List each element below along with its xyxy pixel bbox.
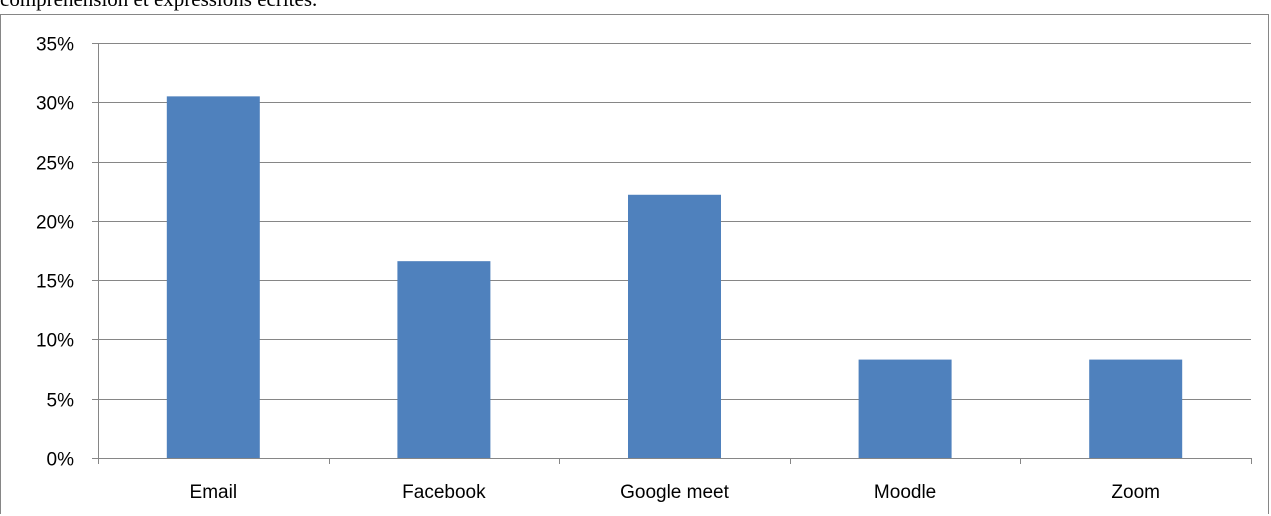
bar-facebook bbox=[397, 261, 491, 458]
chart-caption: compréhension et expressions écrites. bbox=[0, 0, 1271, 17]
y-tick-label-6: 30% bbox=[36, 94, 74, 115]
x-tick-label-2: Google meet bbox=[620, 482, 730, 503]
bar-zoom bbox=[1089, 359, 1183, 458]
y-tick-label-1: 5% bbox=[47, 391, 75, 412]
x-tick-label-0: Email bbox=[190, 482, 238, 503]
x-tick-label-1: Facebook bbox=[402, 482, 486, 503]
x-axis-tick-labels: Email Facebook Google meet Moodle Zoom bbox=[190, 482, 1160, 503]
chart-frame bbox=[0, 14, 1269, 514]
y-tick-label-3: 15% bbox=[36, 272, 74, 293]
bars bbox=[166, 96, 1183, 458]
bar-moodle bbox=[858, 359, 952, 458]
y-tick-label-0: 0% bbox=[47, 450, 75, 471]
gridlines bbox=[98, 43, 1251, 400]
bar-google-meet bbox=[628, 194, 721, 458]
y-tick-label-7: 35% bbox=[36, 35, 74, 56]
y-tick-label-4: 20% bbox=[36, 213, 74, 234]
x-tick-label-4: Zoom bbox=[1111, 482, 1160, 503]
bar-email bbox=[166, 96, 260, 458]
axes bbox=[92, 43, 1252, 464]
y-tick-label-2: 10% bbox=[36, 331, 74, 352]
y-axis-tick-labels: 0% 5% 10% 15% 20% 25% 30% 35% bbox=[36, 35, 74, 471]
y-tick-label-5: 25% bbox=[36, 154, 74, 175]
x-tick-label-3: Moodle bbox=[874, 482, 936, 503]
